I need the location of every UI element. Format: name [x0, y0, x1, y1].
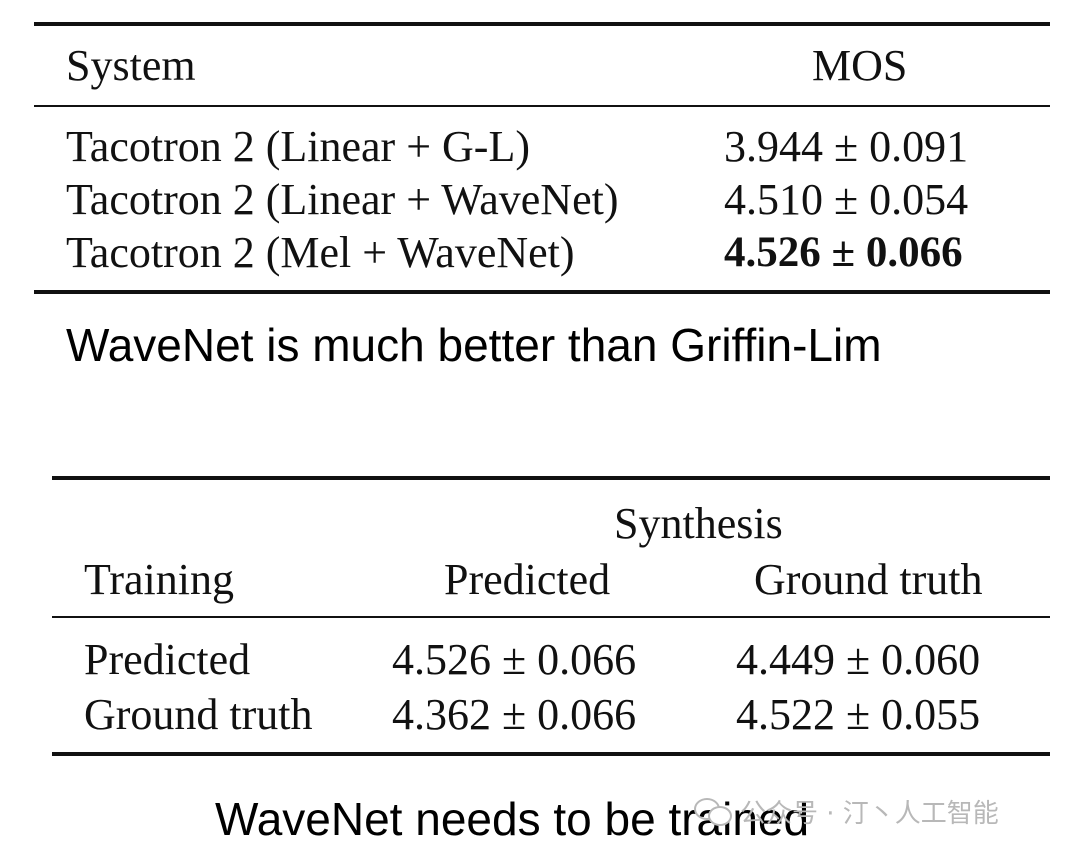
header-mos: MOS: [812, 41, 908, 90]
table-row-value: 4.449 ± 0.060: [736, 635, 981, 684]
table-row-label: Tacotron 2 (Linear + WaveNet): [66, 175, 619, 224]
header-synthesis: Synthesis: [614, 499, 783, 548]
table-top-rule: [34, 22, 1050, 26]
table-top-rule: [52, 476, 1050, 480]
table-row-value: 4.362 ± 0.066: [392, 690, 637, 739]
watermark: 公众号 · 汀丶人工智能: [694, 794, 999, 829]
training-synthesis-table: Synthesis Training Predicted Ground trut…: [52, 476, 1050, 760]
table-header-rule: [34, 105, 1050, 107]
table-row-label: Tacotron 2 (Linear + G-L): [66, 122, 530, 171]
table-row-value: 4.522 ± 0.055: [736, 690, 981, 739]
table-row-label: Ground truth: [84, 690, 313, 739]
mos-table: System MOS Tacotron 2 (Linear + G-L) 3.9…: [34, 22, 1050, 296]
watermark-text: 公众号 · 汀丶人工智能: [740, 798, 999, 829]
table-row-value: 4.510 ± 0.054: [724, 175, 969, 224]
table-row-label: Predicted: [84, 635, 251, 684]
table-row-value: 3.944 ± 0.091: [724, 122, 969, 171]
table-row-label: Tacotron 2 (Mel + WaveNet): [66, 228, 575, 277]
table-bottom-rule: [34, 290, 1050, 294]
table-row-value-best: 4.526 ± 0.066: [724, 229, 963, 276]
caption-wavenet-vs-griffin-lim: WaveNet is much better than Griffin-Lim: [66, 319, 882, 371]
table-header-rule: [52, 616, 1050, 618]
header-predicted: Predicted: [444, 555, 611, 604]
header-ground-truth: Ground truth: [754, 555, 983, 604]
header-training: Training: [84, 555, 234, 604]
table-row-value: 4.526 ± 0.066: [392, 635, 637, 684]
header-system: System: [66, 41, 196, 90]
wechat-icon: [694, 796, 732, 826]
table-bottom-rule: [52, 752, 1050, 756]
